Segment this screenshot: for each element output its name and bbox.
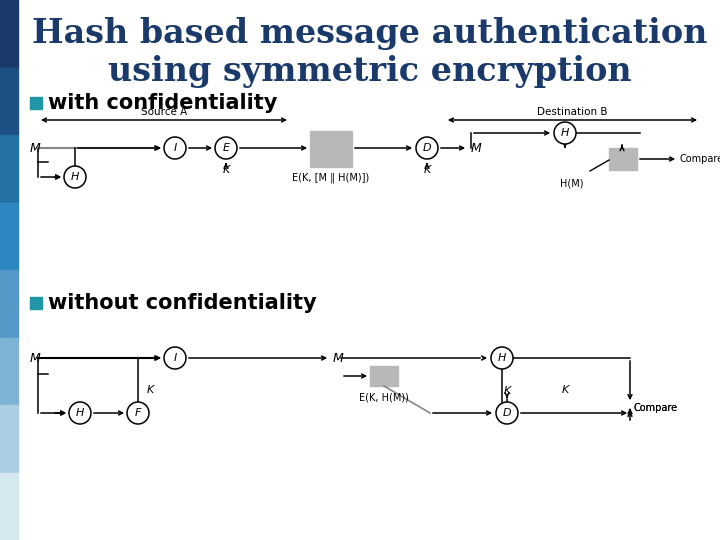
Bar xyxy=(609,148,637,170)
Bar xyxy=(0,472,18,540)
Text: M: M xyxy=(30,352,41,365)
Text: Hash based message authentication: Hash based message authentication xyxy=(32,17,708,50)
Text: Compare: Compare xyxy=(680,154,720,164)
Bar xyxy=(310,131,352,167)
Circle shape xyxy=(554,122,576,144)
Text: H: H xyxy=(76,408,84,418)
Circle shape xyxy=(69,402,91,424)
Text: K: K xyxy=(562,385,569,395)
Bar xyxy=(30,297,42,309)
Bar xyxy=(0,0,18,68)
Text: E(K, [M ‖ H(M)]): E(K, [M ‖ H(M)]) xyxy=(292,173,369,183)
Text: E: E xyxy=(222,143,230,153)
Bar xyxy=(0,68,18,135)
Text: K: K xyxy=(503,386,510,396)
Text: K: K xyxy=(146,385,153,395)
Circle shape xyxy=(496,402,518,424)
Circle shape xyxy=(416,137,438,159)
Text: without confidentiality: without confidentiality xyxy=(48,293,317,313)
Circle shape xyxy=(215,137,237,159)
Circle shape xyxy=(64,166,86,188)
Text: E(K, H(M)): E(K, H(M)) xyxy=(359,393,409,403)
Circle shape xyxy=(164,347,186,369)
Text: H: H xyxy=(71,172,79,182)
Text: I: I xyxy=(174,353,176,363)
Text: M: M xyxy=(30,141,41,154)
Bar xyxy=(0,202,18,270)
Text: K: K xyxy=(222,165,230,175)
Bar xyxy=(0,135,18,202)
Circle shape xyxy=(164,137,186,159)
Text: M: M xyxy=(333,352,343,365)
Text: M: M xyxy=(471,141,482,154)
Bar xyxy=(370,366,398,386)
Text: D: D xyxy=(423,143,431,153)
Text: with confidentiality: with confidentiality xyxy=(48,93,277,113)
Bar xyxy=(0,405,18,472)
Text: H: H xyxy=(561,128,570,138)
Text: Source A: Source A xyxy=(141,107,187,117)
Bar xyxy=(0,270,18,338)
Bar xyxy=(30,97,42,109)
Text: Destination B: Destination B xyxy=(536,107,607,117)
Text: K: K xyxy=(423,165,431,175)
Text: H(M): H(M) xyxy=(560,178,584,188)
Text: I: I xyxy=(174,143,176,153)
Text: using symmetric encryption: using symmetric encryption xyxy=(108,56,632,89)
Circle shape xyxy=(491,347,513,369)
Bar xyxy=(0,338,18,405)
Text: F: F xyxy=(135,408,141,418)
Circle shape xyxy=(127,402,149,424)
Text: Compare: Compare xyxy=(633,403,677,413)
Text: H: H xyxy=(498,353,506,363)
Text: Compare: Compare xyxy=(633,403,677,413)
Text: D: D xyxy=(503,408,511,418)
